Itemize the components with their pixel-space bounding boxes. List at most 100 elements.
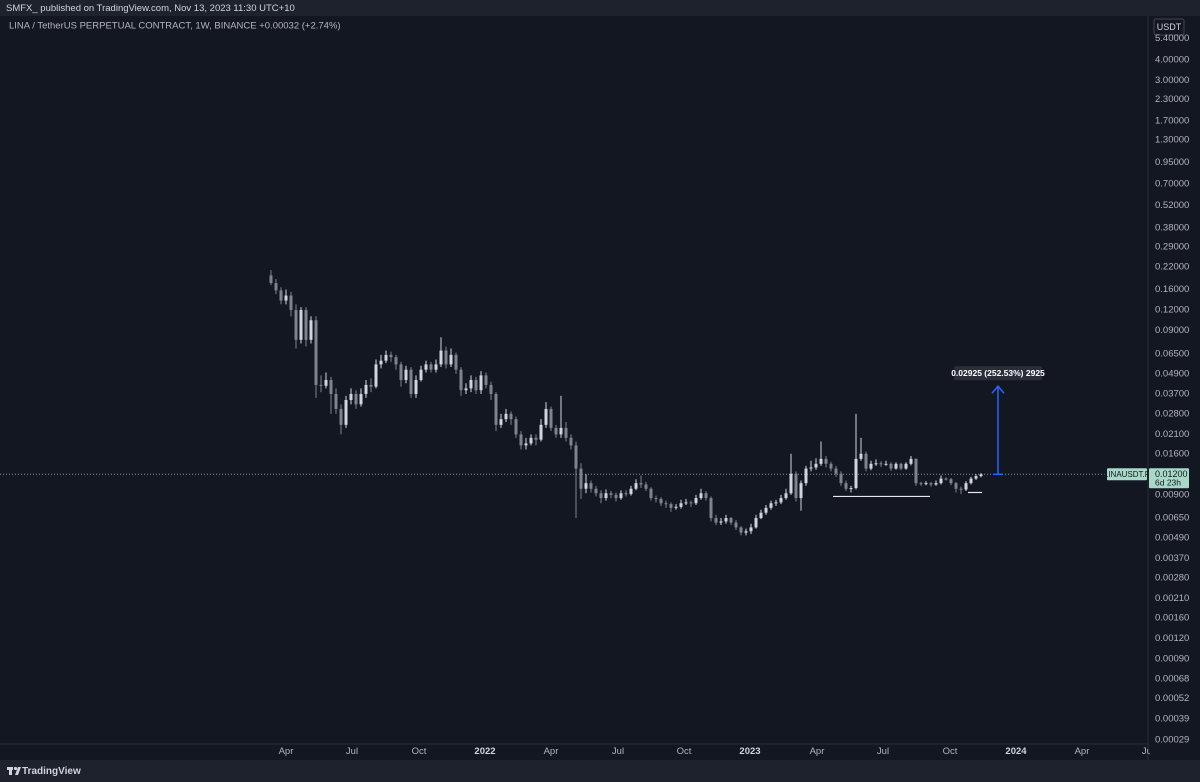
candle-body	[364, 384, 368, 394]
candle-body	[969, 478, 973, 484]
candle	[679, 499, 683, 509]
candle	[559, 395, 563, 438]
candle	[864, 451, 868, 472]
candle	[629, 485, 633, 496]
y-tick-label: 0.22000	[1155, 261, 1189, 272]
candle	[424, 360, 428, 373]
candle-body	[374, 364, 378, 387]
candle	[844, 480, 848, 491]
candle-body	[874, 463, 878, 465]
candle	[384, 350, 388, 364]
candle-body	[389, 354, 393, 358]
candle-body	[629, 488, 633, 495]
candle	[569, 434, 573, 450]
candle-body	[789, 473, 793, 494]
candle-body	[439, 350, 443, 365]
candle	[484, 372, 488, 389]
candle-body	[894, 463, 898, 469]
candle	[674, 504, 678, 510]
candle	[874, 459, 878, 466]
candle-body	[694, 498, 698, 504]
candle-body	[489, 384, 493, 394]
candle-body	[759, 512, 763, 519]
candle	[554, 424, 558, 438]
candle	[644, 481, 648, 491]
tradingview-logo	[7, 766, 21, 775]
candle	[274, 279, 278, 295]
candle-body	[914, 458, 918, 484]
candle-body	[714, 518, 718, 523]
candle-body	[954, 483, 958, 489]
measure-tool	[991, 385, 1005, 476]
candle-body	[934, 483, 938, 485]
candle-body	[839, 473, 843, 484]
candle	[914, 458, 918, 486]
candle-body	[979, 474, 983, 477]
candle	[819, 441, 823, 466]
candle	[489, 381, 493, 401]
candle	[584, 474, 588, 494]
candle-body	[399, 364, 403, 381]
candle	[764, 505, 768, 515]
price-axis: 5.40000 4.00000 3.00000 2.30000 1.70000 1.300…	[1155, 33, 1189, 744]
candle-body	[699, 493, 703, 499]
candle-body	[829, 463, 833, 469]
candle	[349, 388, 353, 405]
candle	[309, 316, 313, 344]
candle	[664, 500, 668, 508]
candle	[719, 518, 723, 525]
candle-body	[899, 463, 903, 469]
candle-body	[809, 467, 813, 469]
candle	[344, 395, 348, 428]
candle-body	[619, 493, 623, 499]
candle	[729, 516, 733, 525]
candle-body	[869, 463, 873, 469]
y-tick-label: 3.00000	[1155, 75, 1189, 86]
candle-body	[944, 478, 948, 480]
logo-mark	[9, 767, 12, 775]
candle	[919, 481, 923, 486]
candle	[469, 375, 473, 393]
candle-body	[509, 413, 513, 420]
candle-body	[754, 518, 758, 528]
candle	[859, 437, 863, 461]
candle	[304, 307, 308, 347]
candle-body	[524, 443, 528, 446]
y-tick-label: 0.95000	[1155, 157, 1189, 168]
candle	[409, 366, 413, 398]
candle	[444, 346, 448, 369]
candle	[354, 390, 358, 409]
candle	[434, 359, 438, 373]
candle	[834, 465, 838, 477]
candle-body	[274, 283, 278, 291]
candle-body	[484, 375, 488, 385]
x-tick-label: 2024	[1005, 746, 1027, 757]
candle-body	[309, 320, 313, 340]
y-tick-label: 0.00280	[1155, 573, 1189, 584]
candle	[889, 462, 893, 471]
candle-body	[574, 445, 578, 469]
header-bar	[0, 0, 1200, 16]
x-tick-label: 2023	[739, 746, 760, 757]
candle-body	[589, 483, 593, 489]
candle	[289, 291, 293, 317]
candle	[784, 488, 788, 500]
candle	[379, 354, 383, 369]
price-tag: 0.01200	[1155, 469, 1188, 479]
currency-box[interactable]	[1153, 18, 1185, 36]
candle	[539, 419, 543, 442]
candle	[429, 361, 433, 373]
candle-body	[909, 458, 913, 464]
candle	[944, 477, 948, 481]
candle	[334, 388, 338, 414]
y-tick-label: 0.09000	[1155, 325, 1189, 336]
candle-body	[849, 488, 853, 490]
candle	[594, 485, 598, 497]
candle-body	[889, 463, 893, 469]
candle	[564, 421, 568, 442]
candle-body	[369, 384, 373, 387]
candle	[964, 481, 968, 491]
candle	[294, 304, 298, 349]
y-tick-label: 0.00039	[1155, 713, 1189, 724]
